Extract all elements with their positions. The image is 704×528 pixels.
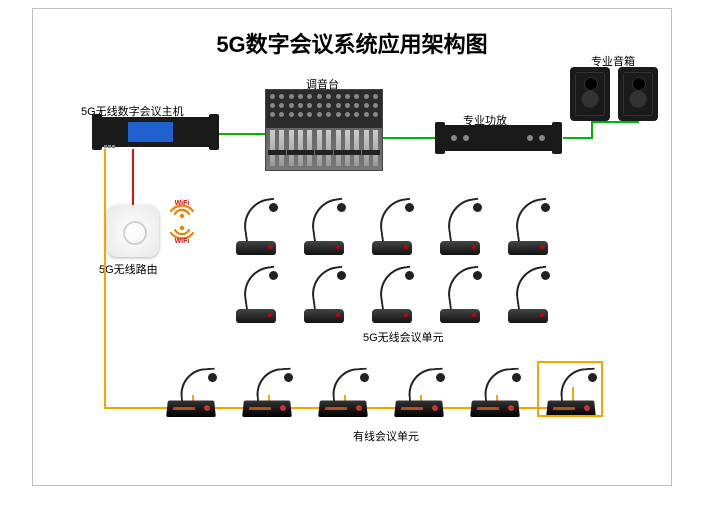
- wireless-mic-unit: [228, 199, 284, 255]
- wifi-icon: WiFi: [167, 225, 197, 249]
- wireless-mic-unit: [364, 267, 420, 323]
- diagram-title: 5G数字会议系统应用架构图: [33, 27, 671, 59]
- wired-mic-unit: [163, 367, 225, 419]
- wireless-mic-unit: [432, 199, 488, 255]
- wired-mic-unit: [467, 367, 529, 419]
- cable-green: [383, 137, 435, 139]
- wireless-router: [107, 205, 159, 257]
- cable-green: [591, 121, 639, 123]
- wireless-mic-unit: [228, 267, 284, 323]
- wired-mic-unit: [391, 367, 453, 419]
- wired-mic-unit: [543, 367, 605, 419]
- cable-red: [132, 149, 134, 205]
- label-wired-units: 有线会议单元: [353, 428, 419, 444]
- diagram-frame: 5G数字会议系统应用架构图 5G无线数字会议主机 调音台 专业功放 专业音箱 5…: [32, 8, 672, 486]
- wired-mic-unit: [315, 367, 377, 419]
- cable-green: [563, 137, 591, 139]
- svg-text:WiFi: WiFi: [175, 200, 190, 207]
- label-wireless-units: 5G无线会议单元: [363, 329, 444, 345]
- wifi-icon: WiFi: [167, 195, 197, 219]
- conference-host-unit: [98, 117, 213, 147]
- wireless-mic-unit: [296, 199, 352, 255]
- speaker-left: [570, 67, 610, 121]
- wireless-mic-unit: [364, 199, 420, 255]
- wireless-mic-unit: [500, 267, 556, 323]
- host-screen: [128, 122, 173, 142]
- wireless-mic-unit: [432, 267, 488, 323]
- label-router: 5G无线路由: [99, 261, 158, 277]
- cable-green: [591, 121, 593, 139]
- wireless-mic-unit: [296, 267, 352, 323]
- cable-yellow: [104, 149, 106, 409]
- speaker-right: [618, 67, 658, 121]
- cable-green: [637, 121, 639, 122]
- mixing-console: [265, 89, 383, 171]
- wired-mic-unit: [239, 367, 301, 419]
- cable-green: [219, 133, 265, 135]
- power-amplifier: [441, 125, 556, 151]
- wireless-mic-unit: [500, 199, 556, 255]
- svg-text:WiFi: WiFi: [175, 238, 190, 245]
